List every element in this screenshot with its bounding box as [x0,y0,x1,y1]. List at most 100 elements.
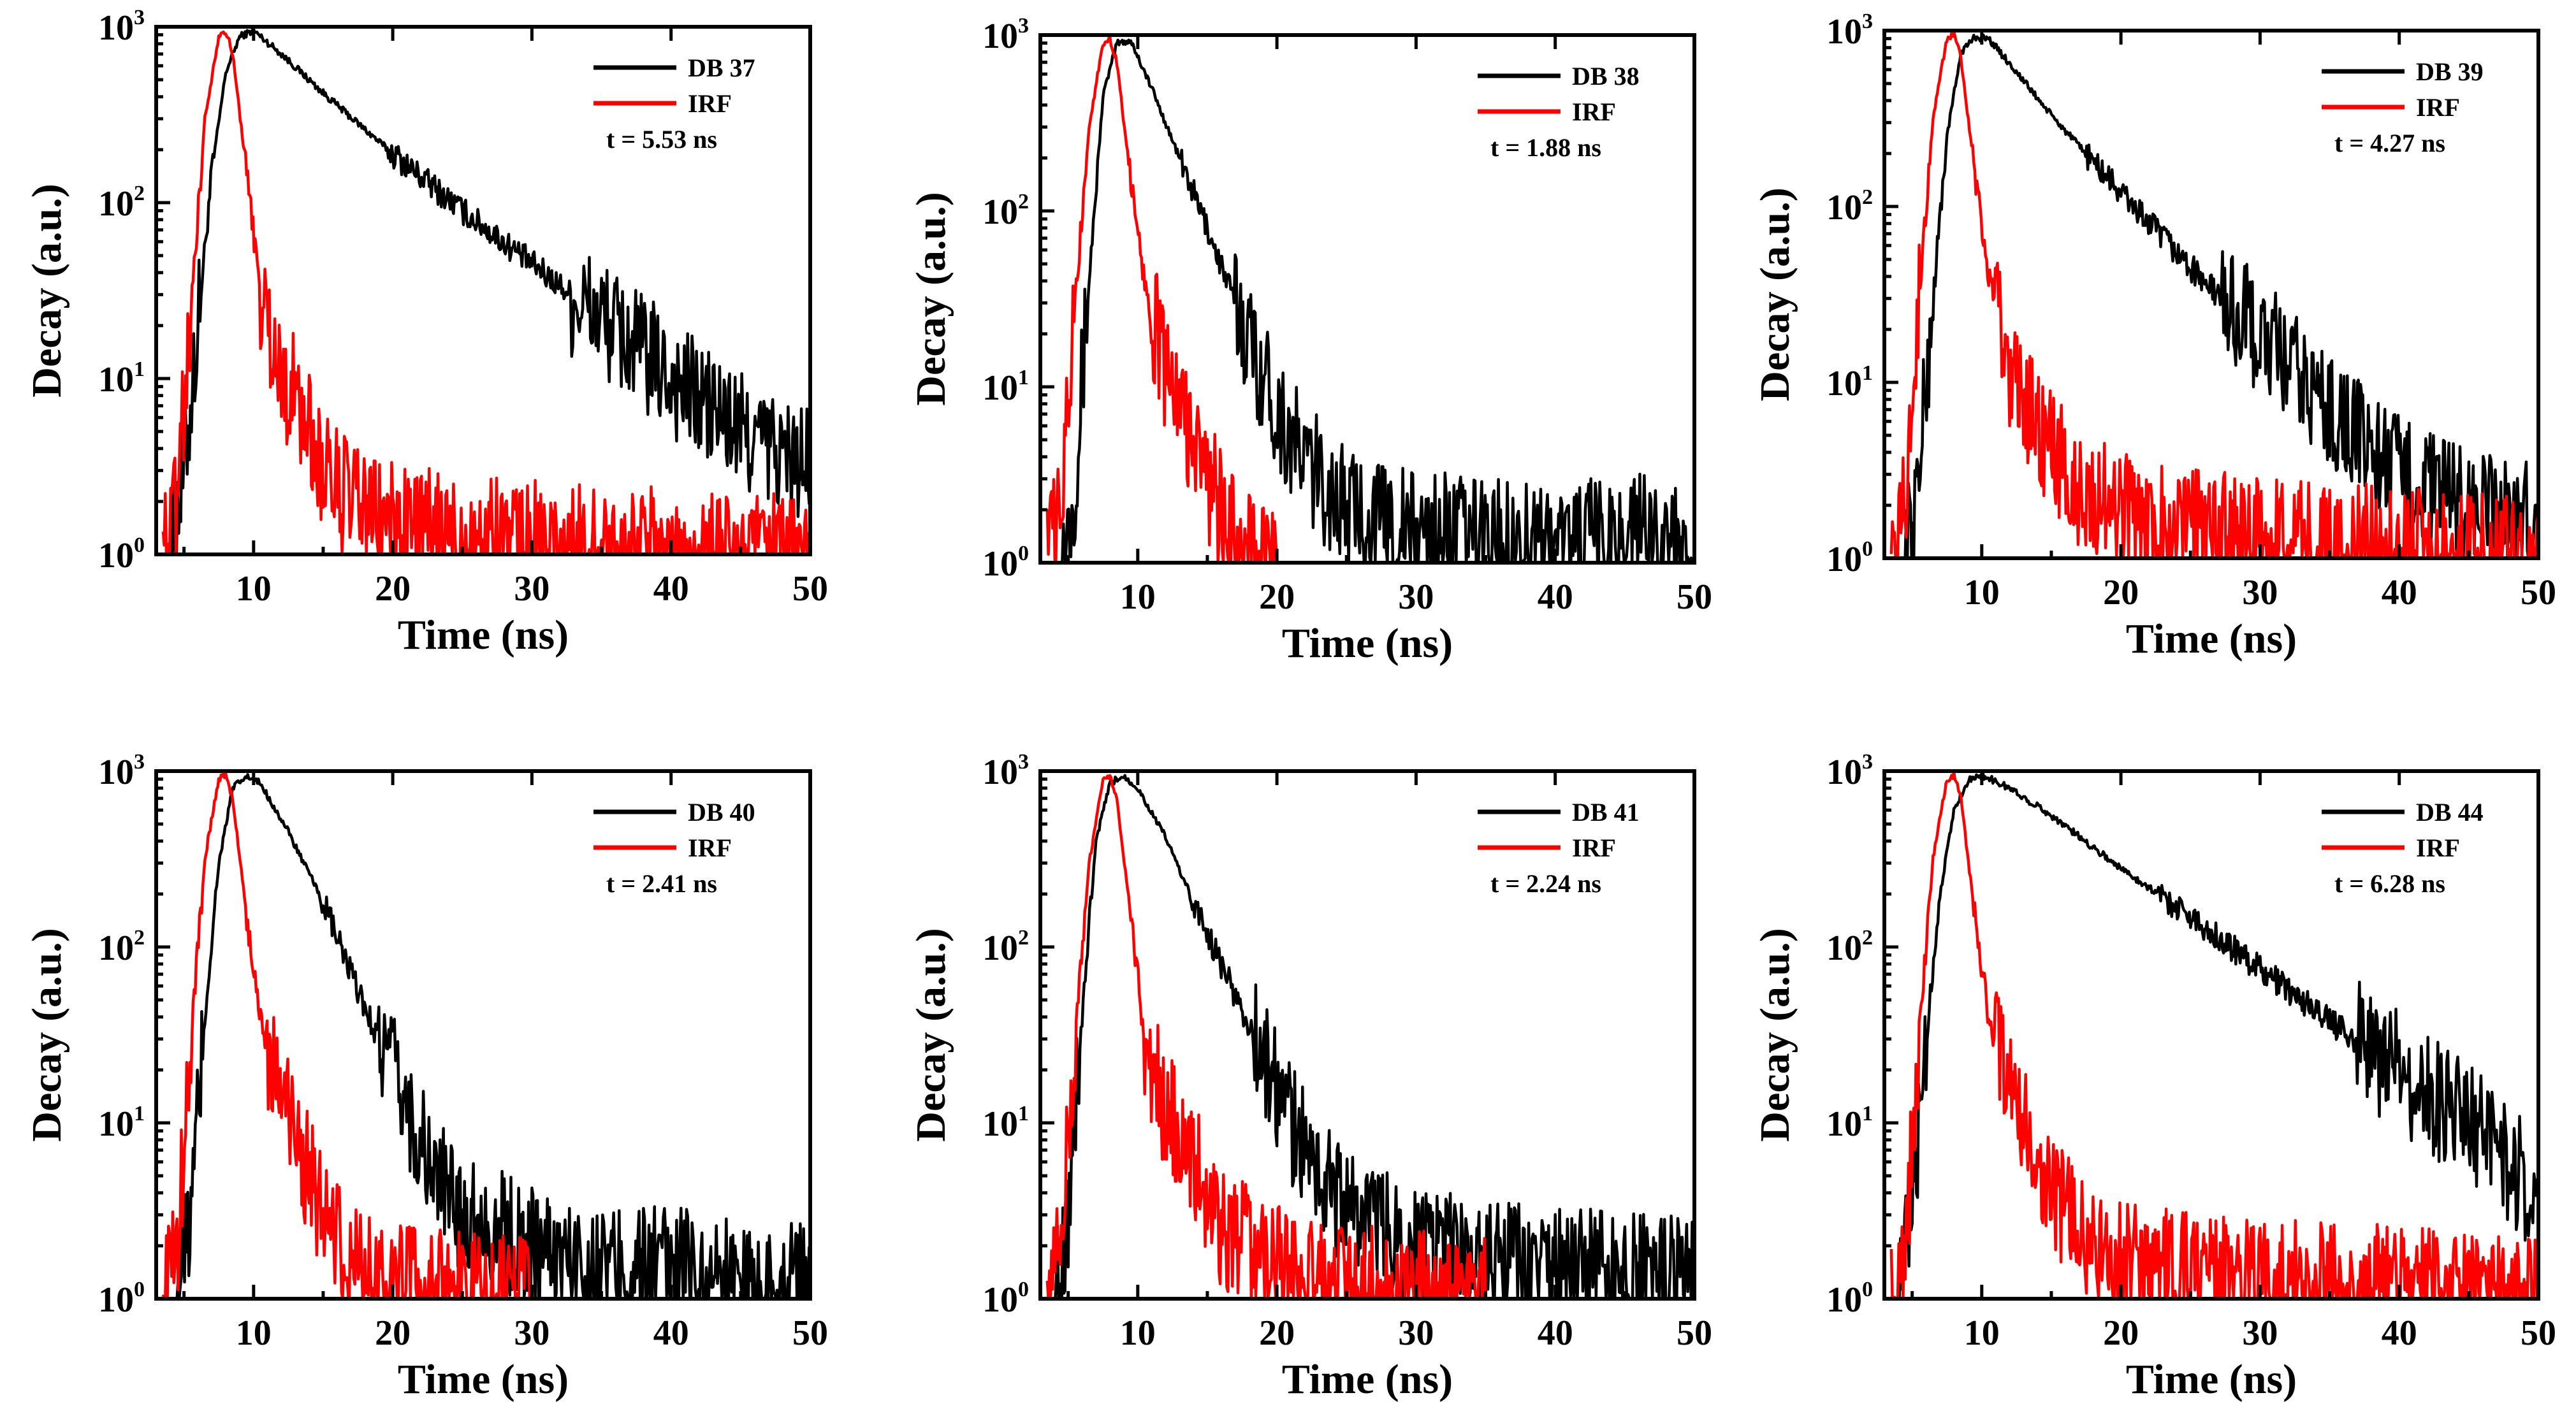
x-tick-label: 40 [1538,1313,1573,1353]
y-tick-label: 103 [1826,750,1873,792]
y-tick-exponent: 3 [1018,14,1029,38]
y-tick-label: 100 [1826,1278,1873,1320]
x-tick-label: 50 [2521,1313,2556,1353]
plot-frame [1038,769,1696,1301]
series-line-2 [1045,34,1279,565]
series-line-1 [170,27,812,556]
x-axis-label: Time (ns) [1282,1356,1453,1403]
lifetime-annotation: t = 2.24 ns [1490,869,1601,898]
y-tick-label: 103 [982,14,1029,56]
y-tick-base: 10 [98,536,134,575]
x-tick-label: 40 [653,1313,689,1353]
y-tick-exponent: 1 [1862,1102,1873,1125]
x-tick-label: 50 [792,1313,828,1353]
legend-label: DB 40 [688,798,755,827]
y-tick-exponent: 2 [1862,926,1873,950]
y-tick-exponent: 0 [1862,537,1873,561]
series-line-1 [1903,33,2540,560]
y-tick-label: 101 [982,366,1029,408]
x-tick-label: 20 [375,1313,411,1353]
y-axis-label: Decay (a.u.) [24,184,70,397]
y-tick-base: 10 [1826,364,1862,403]
y-tick-label: 101 [982,1102,1029,1144]
series-line-1 [1898,770,2540,1301]
x-tick-label: 30 [1398,577,1434,617]
y-tick-exponent: 2 [1018,190,1029,213]
y-tick-base: 10 [982,1104,1018,1144]
y-tick-label: 102 [98,182,145,224]
series-line-1 [1054,774,1696,1301]
legend-label: IRF [688,834,732,862]
y-tick-base: 10 [982,753,1018,792]
y-tick-exponent: 3 [134,6,145,29]
x-tick-label: 10 [236,1313,272,1353]
y-axis-label: Decay (a.u.) [908,928,954,1141]
x-axis-label: Time (ns) [2126,1356,2297,1403]
y-tick-label: 101 [98,358,145,400]
y-tick-label: 103 [1826,10,1873,52]
x-axis-label: Time (ns) [398,1356,569,1403]
y-tick-label: 101 [1826,1102,1873,1144]
y-tick-label: 100 [982,1278,1029,1320]
y-tick-label: 101 [98,1102,145,1144]
legend-label: IRF [1572,98,1616,126]
plot-frame [1038,33,1696,565]
legend-label: DB 38 [1572,62,1640,90]
y-tick-label: 102 [98,926,145,968]
lifetime-annotation: t = 1.88 ns [1490,133,1601,162]
y-axis-label: Decay (a.u.) [1752,928,1798,1141]
x-axis-label: Time (ns) [2126,616,2297,662]
y-tick-base: 10 [98,1104,134,1144]
y-tick-label: 100 [1826,537,1873,579]
x-tick-label: 10 [236,569,272,609]
y-tick-base: 10 [98,360,134,400]
y-tick-exponent: 1 [1018,366,1029,389]
series-line-2 [161,30,812,556]
plot-frame [154,25,812,556]
y-tick-exponent: 1 [134,1102,145,1125]
x-tick-label: 20 [1259,1313,1295,1353]
y-tick-base: 10 [982,17,1018,56]
y-tick-base: 10 [98,8,134,48]
lifetime-annotation: t = 2.41 ns [606,869,717,898]
y-tick-label: 102 [982,926,1029,968]
series-line-1 [1061,38,1695,565]
y-tick-exponent: 1 [1862,361,1873,385]
y-tick-label: 102 [1826,926,1873,968]
y-tick-base: 10 [1826,928,1862,968]
y-tick-exponent: 2 [134,182,145,205]
y-axis-label: Decay (a.u.) [1752,187,1798,401]
y-tick-label: 101 [1826,361,1873,403]
x-tick-label: 10 [1120,577,1156,617]
y-tick-base: 10 [98,928,134,968]
y-tick-label: 102 [1826,185,1873,228]
y-tick-base: 10 [1826,1280,1862,1320]
legend-label: DB 37 [688,54,755,82]
x-tick-label: 50 [1677,577,1712,617]
y-tick-base: 10 [982,544,1018,584]
legend-label: DB 39 [2416,57,2484,86]
plot-frame [1882,769,2540,1301]
y-tick-exponent: 3 [134,750,145,774]
x-axis-label: Time (ns) [1282,620,1453,667]
y-tick-exponent: 0 [134,533,145,557]
x-tick-label: 30 [514,1313,549,1353]
x-tick-label: 50 [1677,1313,1712,1353]
y-axis-label: Decay (a.u.) [908,192,954,405]
y-tick-base: 10 [982,928,1018,968]
y-tick-exponent: 0 [134,1278,145,1301]
legend-label: IRF [2416,93,2460,122]
x-tick-label: 30 [1398,1313,1434,1353]
y-tick-label: 103 [98,750,145,792]
y-tick-exponent: 3 [1862,750,1873,774]
y-tick-exponent: 1 [134,358,145,381]
y-tick-base: 10 [982,192,1018,232]
y-tick-label: 100 [982,542,1029,584]
y-tick-exponent: 0 [1018,542,1029,565]
x-tick-label: 40 [653,569,689,609]
series-line-2 [1889,30,2540,560]
y-tick-exponent: 1 [1018,1102,1029,1125]
